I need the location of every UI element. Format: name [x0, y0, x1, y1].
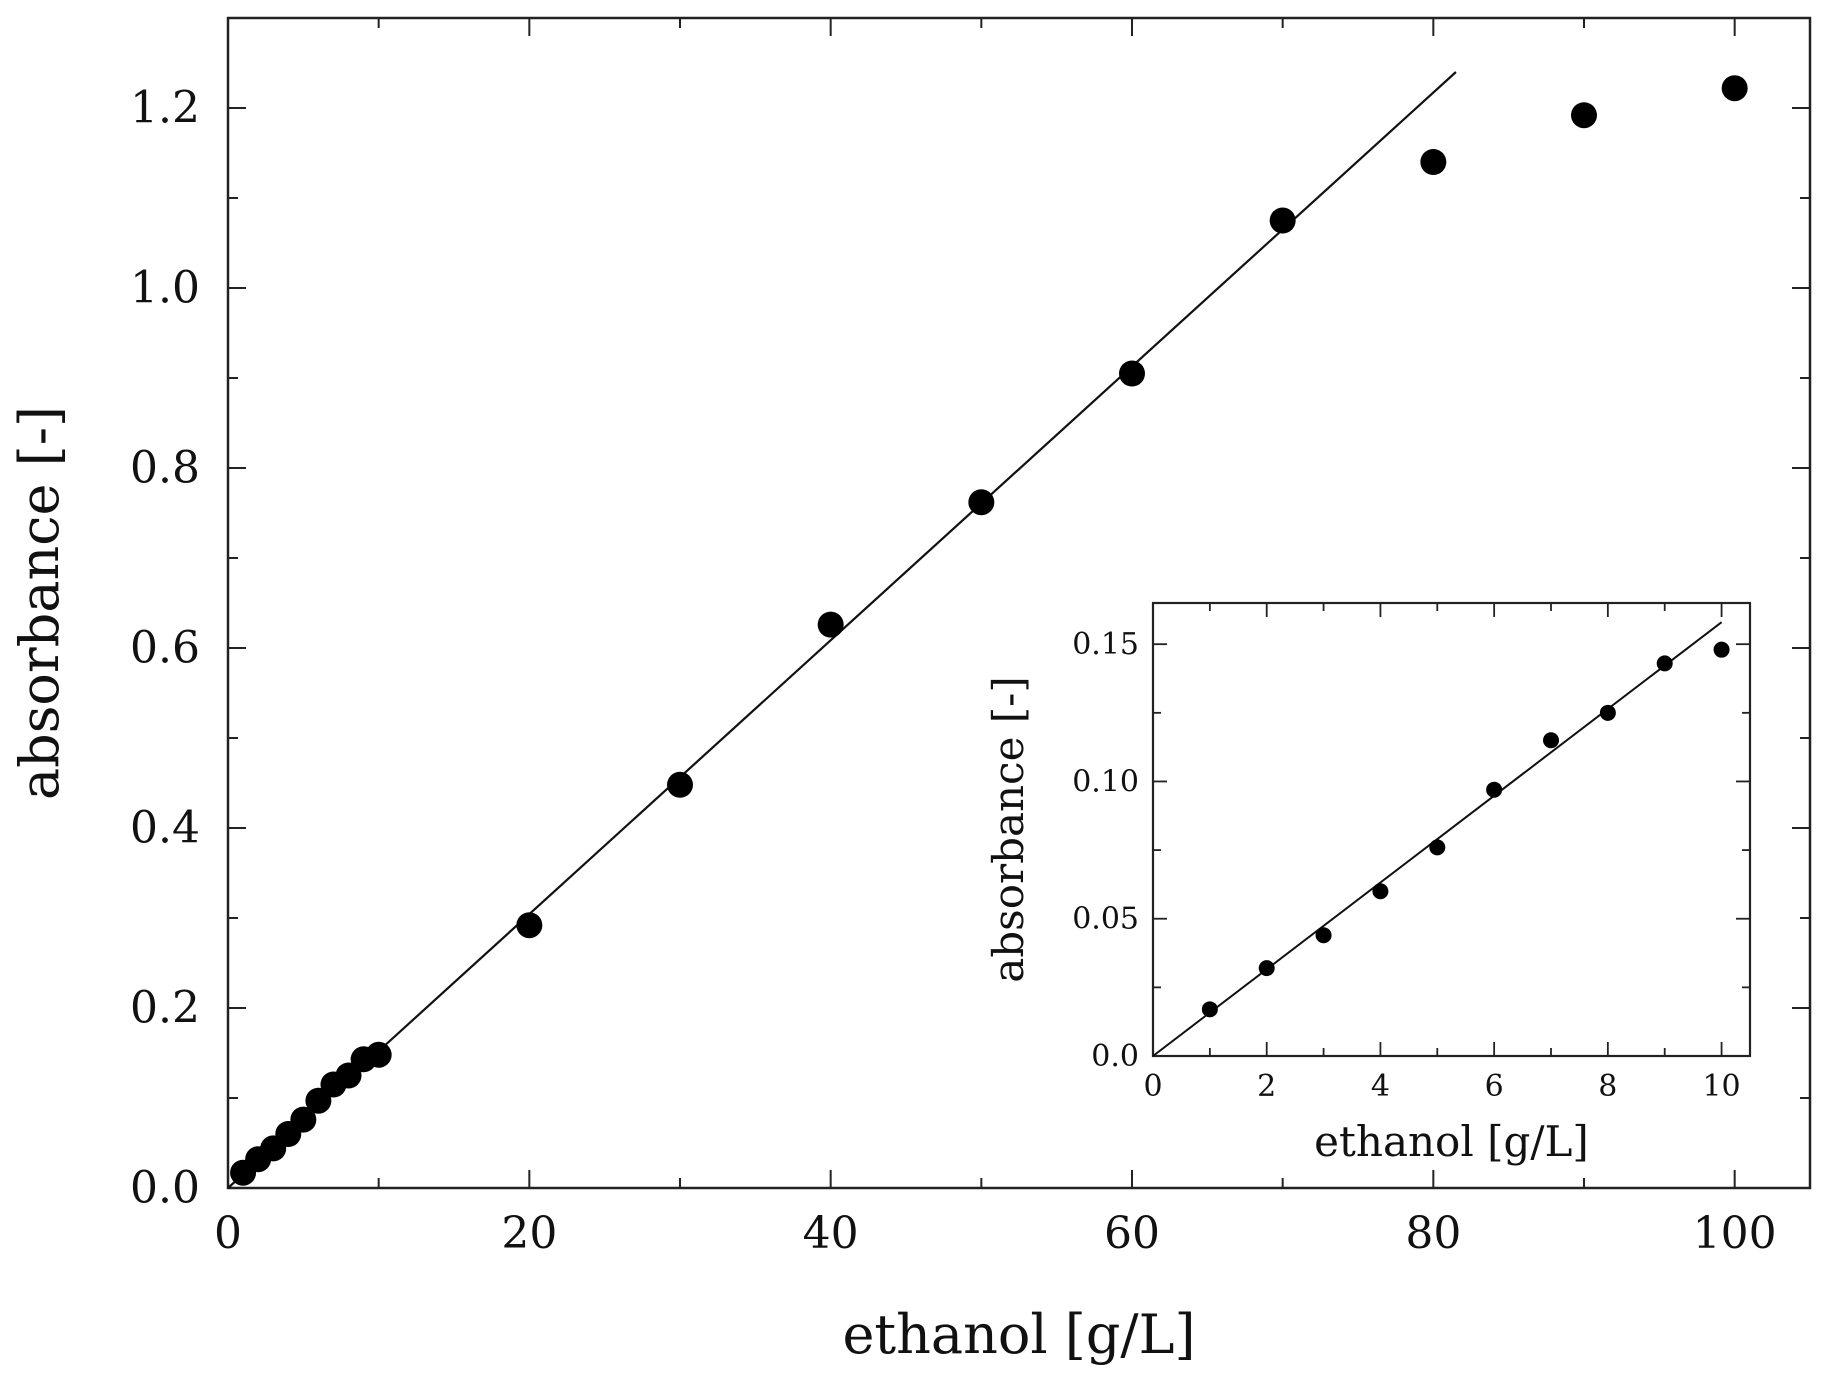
main-data-point: [968, 489, 995, 516]
main-x-tick-label: 0: [214, 1208, 242, 1259]
main-data-point: [290, 1106, 317, 1133]
main-plot-frame: [226, 16, 1812, 1190]
inset-data-point: [1201, 1001, 1218, 1018]
main-y-tick-label: 0.0: [130, 1163, 200, 1214]
inset-x-tick-label: 8: [1598, 1069, 1617, 1104]
main-x-tick-label: 60: [1104, 1208, 1160, 1259]
inset-y-tick-label: 0.10: [1072, 764, 1139, 799]
inset-y-tick-label: 0.0: [1091, 1039, 1139, 1074]
main-x-axis-label: ethanol [g/L]: [842, 1303, 1195, 1366]
inset-data-point: [1429, 839, 1446, 856]
main-x-tick-label: 20: [501, 1208, 557, 1259]
main-data-point: [1119, 360, 1145, 387]
inset-x-tick-label: 10: [1702, 1069, 1740, 1104]
main-data-point: [365, 1041, 392, 1068]
inset-plot-frame: [1151, 601, 1752, 1058]
main-data-point: [516, 912, 543, 939]
main-y-axis-label: absorbance [-]: [8, 406, 71, 800]
inset-data-point: [1713, 641, 1730, 658]
main-y-tick-label: 1.2: [130, 83, 200, 134]
inset-x-tick-label: 6: [1485, 1069, 1504, 1104]
main-x-tick-label: 80: [1405, 1208, 1461, 1259]
inset-data-point: [1599, 704, 1616, 721]
inset-y-tick-label: 0.15: [1072, 627, 1139, 662]
main-data-point: [1269, 207, 1296, 234]
inset-data-point: [1315, 927, 1332, 944]
inset-x-tick-label: 4: [1371, 1069, 1390, 1104]
inset-plot: 0 2 4 6 8 10 0.0 0.05 0.10 0.15 ethanol [g/L] absor…: [984, 601, 1752, 1166]
main-data-point: [1721, 75, 1748, 102]
main-y-tick-label: 0.8: [130, 443, 200, 494]
main-data-point: [1571, 102, 1597, 129]
main-y-tick-label: 0.4: [130, 803, 200, 854]
inset-data-point: [1486, 781, 1503, 798]
main-data-point: [1420, 149, 1447, 175]
inset-x-tick-label: 0: [1143, 1069, 1162, 1104]
main-data-point: [667, 771, 693, 798]
main-plot: 0 20 40 60 80 1000.00.20.40.60.81.01.2ethanol…: [8, 16, 1812, 1366]
inset-fit-line: [1152, 621, 1723, 1057]
main-y-tick-label: 0.6: [130, 623, 200, 674]
inset-data-point: [1258, 960, 1275, 977]
inset-y-tick-label: 0.05: [1072, 902, 1139, 937]
main-y-tick-label: 1.0: [130, 263, 200, 314]
inset-data-point: [1656, 655, 1673, 672]
inset-x-axis-label: ethanol [g/L]: [1314, 1117, 1589, 1166]
main-data-point: [817, 611, 844, 638]
inset-y-axis-label: absorbance [-]: [984, 676, 1033, 983]
inset-data-point: [1543, 732, 1559, 749]
inset-x-tick-label: 2: [1257, 1069, 1276, 1104]
main-x-tick-label: 100: [1693, 1208, 1777, 1259]
main-x-tick-label: 40: [803, 1208, 859, 1259]
main-y-tick-label: 0.2: [130, 983, 200, 1034]
inset-data-point: [1372, 883, 1389, 900]
